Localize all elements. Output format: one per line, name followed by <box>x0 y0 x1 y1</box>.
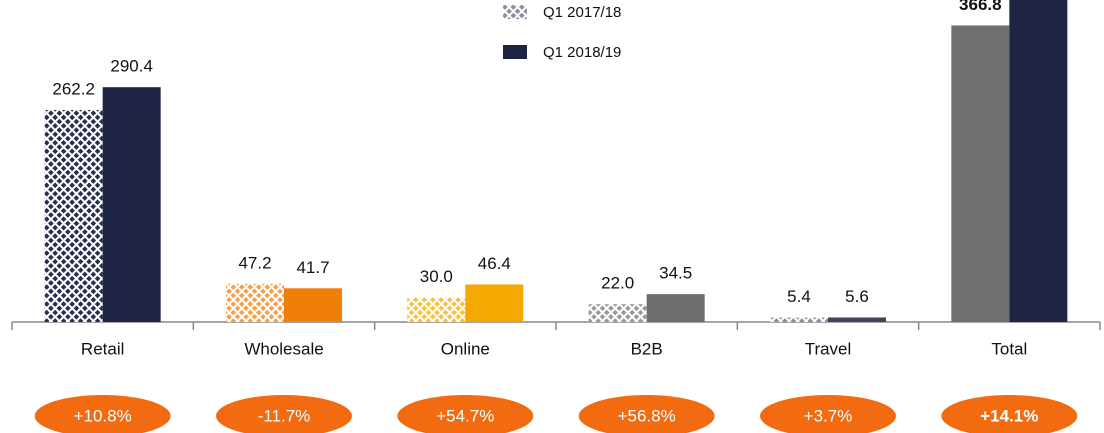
legend-swatch <box>503 5 527 19</box>
x-tick-label: Wholesale <box>244 339 323 358</box>
bar <box>951 25 1010 322</box>
bar <box>407 297 466 322</box>
data-label: 262.2 <box>52 79 95 98</box>
data-label: 34.5 <box>659 264 692 283</box>
bar <box>284 288 342 322</box>
growth-label: -11.7% <box>258 406 311 425</box>
growth-badge <box>397 395 534 433</box>
growth-label: +3.7% <box>804 406 853 425</box>
x-tick-label: Retail <box>81 339 124 358</box>
growth-badge <box>216 395 352 433</box>
data-label: 290.4 <box>110 57 153 76</box>
growth-badge <box>34 395 171 433</box>
growth-label: +10.8% <box>74 406 132 425</box>
data-label: 5.4 <box>787 287 811 306</box>
data-label: 30.0 <box>420 267 453 286</box>
bar <box>770 317 828 322</box>
legend-label: Q1 2018/19 <box>543 44 621 61</box>
bar <box>102 87 161 322</box>
x-tick-label: Travel <box>805 339 852 358</box>
bar <box>828 317 886 322</box>
growth-badge <box>760 395 896 433</box>
growth-label: +56.8% <box>618 406 676 425</box>
x-tick-label: Online <box>441 339 490 358</box>
legend-swatch <box>503 45 527 59</box>
bar <box>44 110 103 323</box>
x-tick-label: B2B <box>631 339 663 358</box>
legend: Q1 2017/18 Q1 2018/19 <box>503 4 621 61</box>
data-label: 22.0 <box>601 274 634 293</box>
bar <box>226 283 284 322</box>
bar <box>465 284 524 322</box>
data-label: 41.7 <box>296 258 329 277</box>
x-tick-label: Total <box>991 339 1027 358</box>
growth-label: +54.7% <box>436 406 494 425</box>
growth-badge <box>578 395 715 433</box>
bar <box>588 304 647 322</box>
bar <box>646 294 705 322</box>
bar <box>1009 0 1068 323</box>
data-label: 366.8 <box>959 0 1002 14</box>
growth-badge <box>941 395 1078 433</box>
growth-label: +14.1% <box>980 406 1038 425</box>
data-label: 5.6 <box>845 287 869 306</box>
data-label: 47.2 <box>238 253 271 272</box>
legend-label: Q1 2017/18 <box>543 4 621 21</box>
data-label: 46.4 <box>478 254 511 273</box>
